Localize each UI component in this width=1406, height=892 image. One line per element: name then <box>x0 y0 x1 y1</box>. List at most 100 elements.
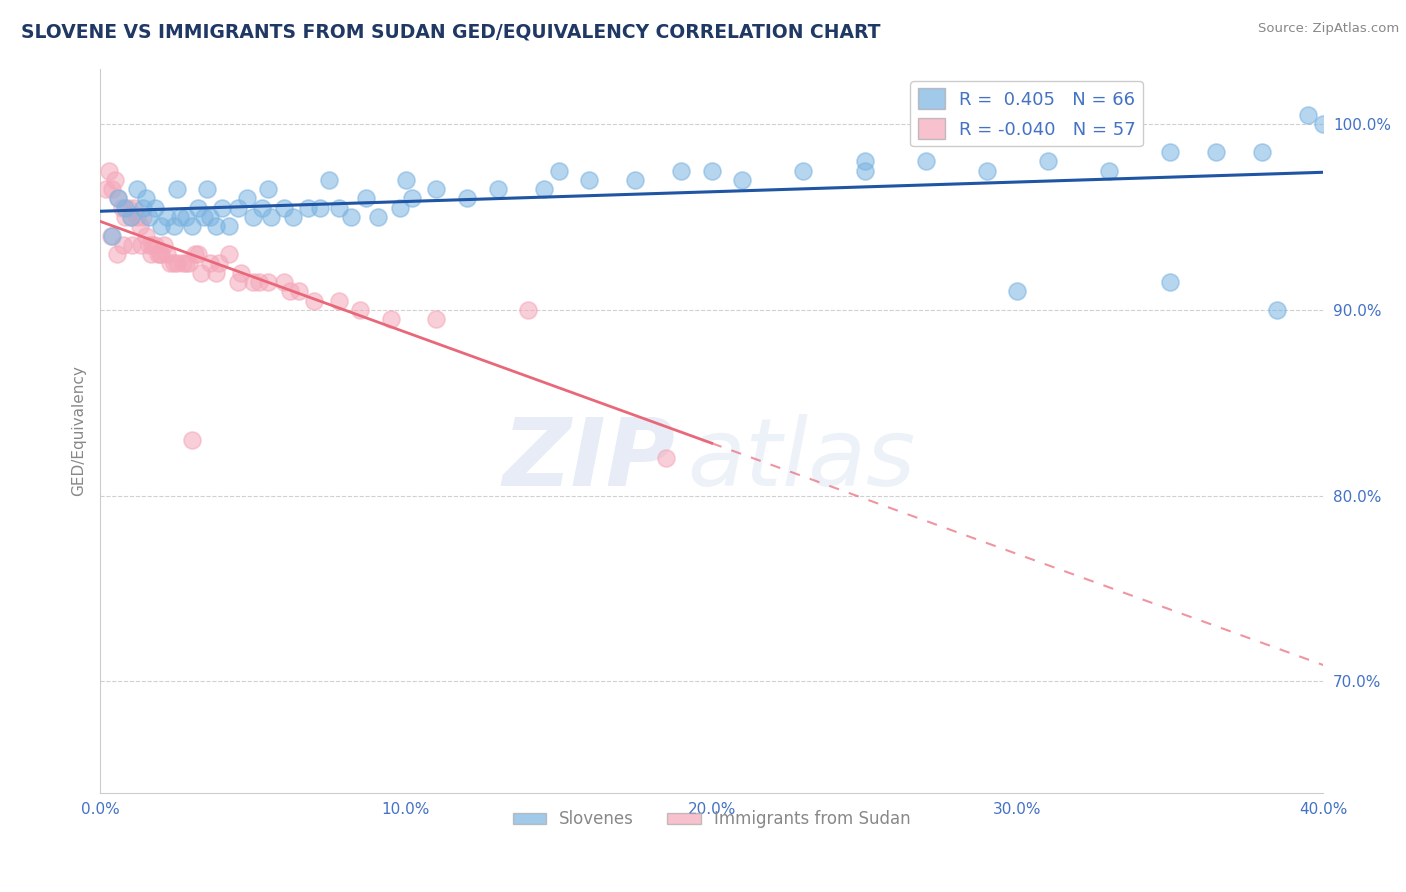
Point <box>853 163 876 178</box>
Point <box>229 266 252 280</box>
Point <box>288 285 311 299</box>
Point <box>148 247 170 261</box>
Point <box>150 247 173 261</box>
Point <box>200 256 222 270</box>
Point <box>114 201 136 215</box>
Point <box>401 192 423 206</box>
Point <box>456 192 478 206</box>
Point <box>169 210 191 224</box>
Point <box>731 173 754 187</box>
Point <box>328 201 350 215</box>
Point <box>533 182 555 196</box>
Point <box>195 182 218 196</box>
Point <box>143 201 166 215</box>
Point <box>125 210 148 224</box>
Point <box>354 192 377 206</box>
Point <box>218 247 240 261</box>
Point <box>340 210 363 224</box>
Point <box>257 275 280 289</box>
Point <box>172 256 194 270</box>
Point <box>121 238 143 252</box>
Point <box>159 256 181 270</box>
Point <box>138 210 160 224</box>
Text: atlas: atlas <box>688 414 915 505</box>
Point <box>149 247 172 261</box>
Point <box>624 173 647 187</box>
Point <box>380 312 402 326</box>
Point <box>208 256 231 270</box>
Point <box>260 210 283 224</box>
Point <box>205 266 228 280</box>
Point <box>132 210 155 224</box>
Y-axis label: GED/Equivalency: GED/Equivalency <box>72 365 86 496</box>
Point <box>297 201 319 215</box>
Point <box>162 256 184 270</box>
Point <box>302 293 325 308</box>
Point <box>273 275 295 289</box>
Point <box>349 302 371 317</box>
Point <box>517 302 540 317</box>
Point <box>1205 145 1227 159</box>
Point <box>143 238 166 252</box>
Point <box>125 182 148 196</box>
Point <box>135 192 157 206</box>
Point <box>1312 117 1334 131</box>
Point <box>367 210 389 224</box>
Point <box>388 201 411 215</box>
Point <box>105 247 128 261</box>
Point <box>187 247 209 261</box>
Point <box>328 293 350 308</box>
Point <box>226 201 249 215</box>
Point <box>107 192 129 206</box>
Point <box>1007 285 1029 299</box>
Point <box>120 210 142 224</box>
Point <box>247 275 270 289</box>
Point <box>218 219 240 234</box>
Point <box>193 210 215 224</box>
Point <box>1159 145 1181 159</box>
Point <box>135 228 157 243</box>
Point <box>100 228 122 243</box>
Point <box>205 219 228 234</box>
Point <box>162 219 184 234</box>
Point <box>104 173 127 187</box>
Point <box>1267 302 1289 317</box>
Point <box>309 201 332 215</box>
Text: SLOVENE VS IMMIGRANTS FROM SUDAN GED/EQUIVALENCY CORRELATION CHART: SLOVENE VS IMMIGRANTS FROM SUDAN GED/EQU… <box>21 22 880 41</box>
Point <box>180 219 202 234</box>
Point <box>156 210 179 224</box>
Text: ZIP: ZIP <box>502 414 675 506</box>
Point <box>117 201 139 215</box>
Point <box>278 285 301 299</box>
Point <box>174 256 197 270</box>
Point <box>120 210 142 224</box>
Point <box>281 210 304 224</box>
Point <box>236 192 259 206</box>
Point <box>114 210 136 224</box>
Point <box>578 173 600 187</box>
Point <box>425 182 447 196</box>
Legend: Slovenes, Immigrants from Sudan: Slovenes, Immigrants from Sudan <box>506 804 918 835</box>
Point <box>153 238 176 252</box>
Point <box>700 163 723 178</box>
Point <box>1296 108 1319 122</box>
Point <box>486 182 509 196</box>
Point <box>150 219 173 234</box>
Point <box>242 210 264 224</box>
Point <box>96 182 118 196</box>
Point <box>1036 154 1059 169</box>
Point <box>190 266 212 280</box>
Point <box>131 238 153 252</box>
Point <box>122 201 145 215</box>
Point <box>112 238 135 252</box>
Point <box>138 238 160 252</box>
Point <box>110 201 132 215</box>
Point <box>318 173 340 187</box>
Point <box>669 163 692 178</box>
Point <box>132 201 155 215</box>
Point <box>166 256 188 270</box>
Point <box>395 173 418 187</box>
Point <box>177 256 200 270</box>
Point <box>98 163 121 178</box>
Point <box>914 154 936 169</box>
